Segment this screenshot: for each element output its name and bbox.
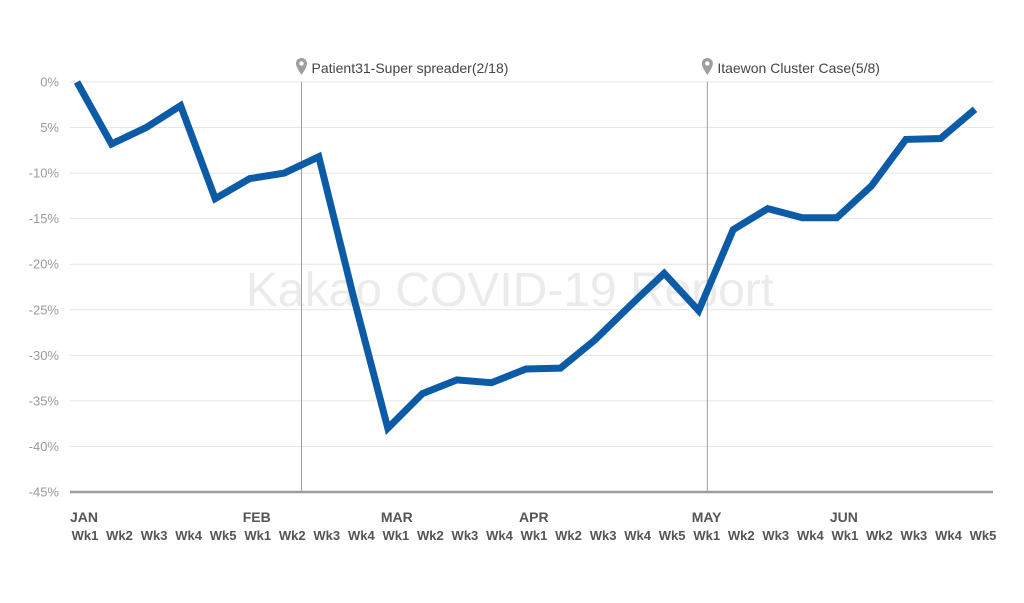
watermark-text: Kakao COVID-19 Report [246,264,774,317]
grid-layer [70,81,993,447]
week-label: Wk2 [106,528,133,543]
annotation-label: Patient31-Super spreader(2/18) [312,60,509,76]
y-tick-label: -20% [29,257,60,272]
week-label: Wk5 [659,528,686,543]
week-label: Wk4 [797,528,825,543]
week-label: Wk1 [72,528,99,543]
annotation-label: Itaewon Cluster Case(5/8) [717,60,880,76]
location-pin-dot [705,61,710,66]
y-tick-label: 5% [40,120,59,135]
y-tick-label: -10% [29,166,60,181]
week-label: Wk5 [970,528,997,543]
y-tick-label: -45% [29,485,60,500]
week-label: Wk2 [728,528,755,543]
week-label: Wk2 [279,528,306,543]
y-tick-label: -40% [29,439,60,454]
location-pin-dot [299,61,304,66]
week-label: Wk4 [486,528,514,543]
month-label: MAY [692,509,722,525]
week-label: Wk3 [901,528,928,543]
location-pin-icon [701,57,713,75]
week-label: Wk3 [762,528,789,543]
week-label: Wk3 [313,528,340,543]
week-label: Wk1 [382,528,409,543]
month-label: JAN [70,509,98,525]
y-tick-label: -30% [29,348,60,363]
month-label: APR [519,509,549,525]
week-label: Wk5 [210,528,237,543]
series-line [73,80,978,435]
month-label: JUN [830,509,858,525]
axis-layer: 0% 5% -10% -15% -20% -25% -30% -35% -40% -45% JAN F… [29,75,997,544]
watermark-layer: Kakao COVID-19 Report [246,264,774,317]
week-label: Wk3 [590,528,617,543]
location-pin-icon [296,58,307,75]
week-label: Wk1 [831,528,858,543]
month-label: MAR [381,509,413,525]
week-label: Wk1 [244,528,271,543]
annotation-layer: Patient31-Super spreader(2/18) Itaewon Cl… [296,57,880,492]
week-label: Wk2 [866,528,893,543]
week-label: Wk1 [521,528,548,543]
y-tick-label: -15% [29,211,60,226]
week-label: Wk3 [452,528,479,543]
series-layer [73,80,978,435]
y-tick-label: -35% [29,393,60,408]
week-label: Wk4 [175,528,203,543]
week-label: Wk1 [693,528,720,543]
week-label: Wk2 [417,528,444,543]
y-tick-label: -25% [29,302,60,317]
week-label: Wk4 [624,528,652,543]
week-label: Wk2 [555,528,582,543]
y-tick-label: 0% [40,75,59,90]
week-label: Wk4 [935,528,963,543]
week-label: Wk3 [141,528,168,543]
month-label: FEB [243,509,271,525]
week-label: Wk4 [348,528,376,543]
